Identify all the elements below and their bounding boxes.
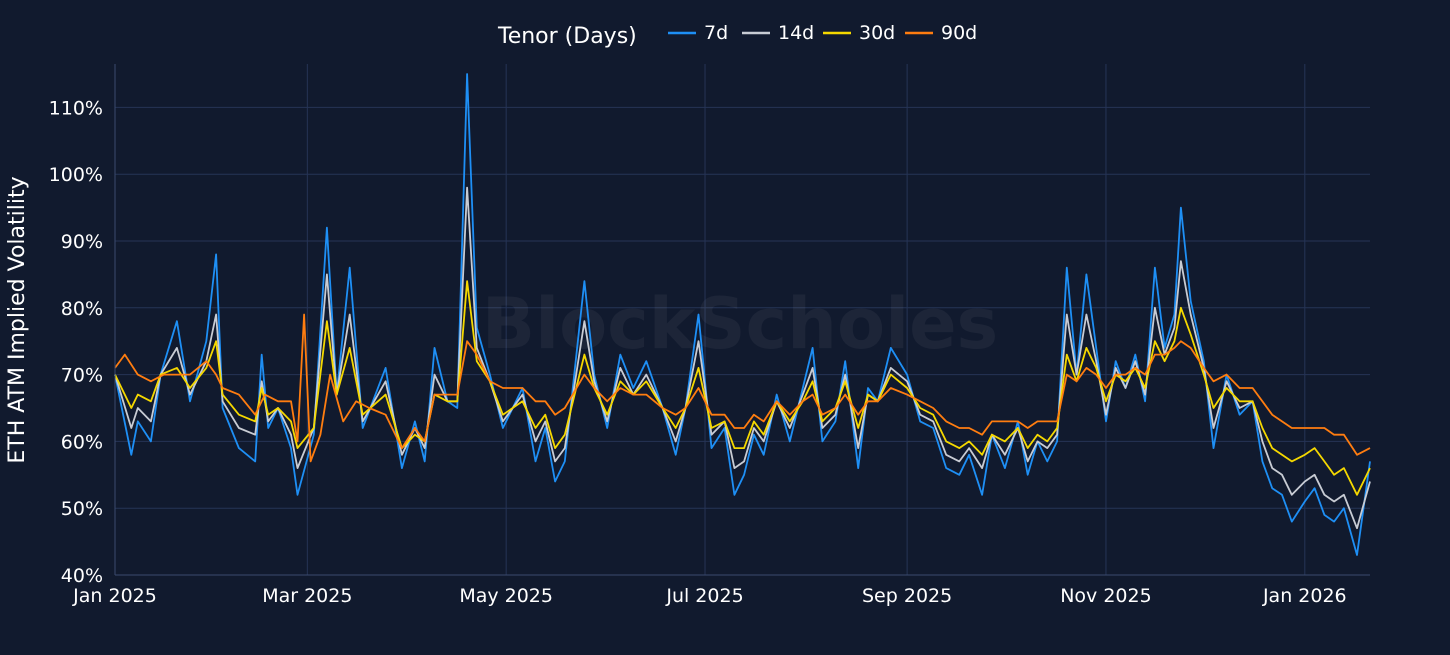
legend-item-30d[interactable]: 30d (823, 22, 895, 44)
y-tick-label: 60% (61, 431, 103, 453)
x-tick-label: Jan 2026 (1262, 585, 1347, 607)
legend-items[interactable]: 7d 14d 30d 90d (668, 22, 977, 44)
legend-label: 7d (704, 22, 728, 44)
x-tick-label: Jan 2025 (72, 585, 157, 607)
x-tick-label: Mar 2025 (262, 585, 352, 607)
x-tick-label: Jul 2025 (665, 585, 743, 607)
axis-layer: 40% 50% 60% 70% 80% 90% 100% 110% Jan 2025 Mar 20… (49, 64, 1370, 607)
legend[interactable]: Tenor (Days) 7d 14d 30d 90d (497, 22, 977, 49)
series-line-90d (114, 313, 1371, 463)
x-tick-label: Sep 2025 (862, 585, 952, 607)
y-tick-label: 90% (61, 231, 103, 253)
y-tick-label: 40% (61, 565, 103, 587)
y-tick-label: 100% (49, 164, 103, 186)
y-tick-label: 110% (49, 97, 103, 119)
legend-label: 90d (941, 22, 977, 44)
watermark-text: BlockScholes (482, 283, 998, 365)
y-tick-label: 50% (61, 498, 103, 520)
y-tick-label: 70% (61, 365, 103, 387)
legend-label: 30d (859, 22, 895, 44)
x-tick-label: Nov 2025 (1060, 585, 1151, 607)
legend-item-90d[interactable]: 90d (905, 22, 977, 44)
series-layer (114, 73, 1371, 556)
legend-item-7d[interactable]: 7d (668, 22, 728, 44)
y-axis-title: ETH ATM Implied Volatility (5, 176, 30, 463)
legend-item-14d[interactable]: 14d (742, 22, 814, 44)
x-tick-label: May 2025 (459, 585, 553, 607)
series-line-7d (114, 73, 1371, 556)
y-tick-label: 80% (61, 298, 103, 320)
legend-label: 14d (778, 22, 814, 44)
legend-title: Tenor (Days) (497, 24, 637, 49)
